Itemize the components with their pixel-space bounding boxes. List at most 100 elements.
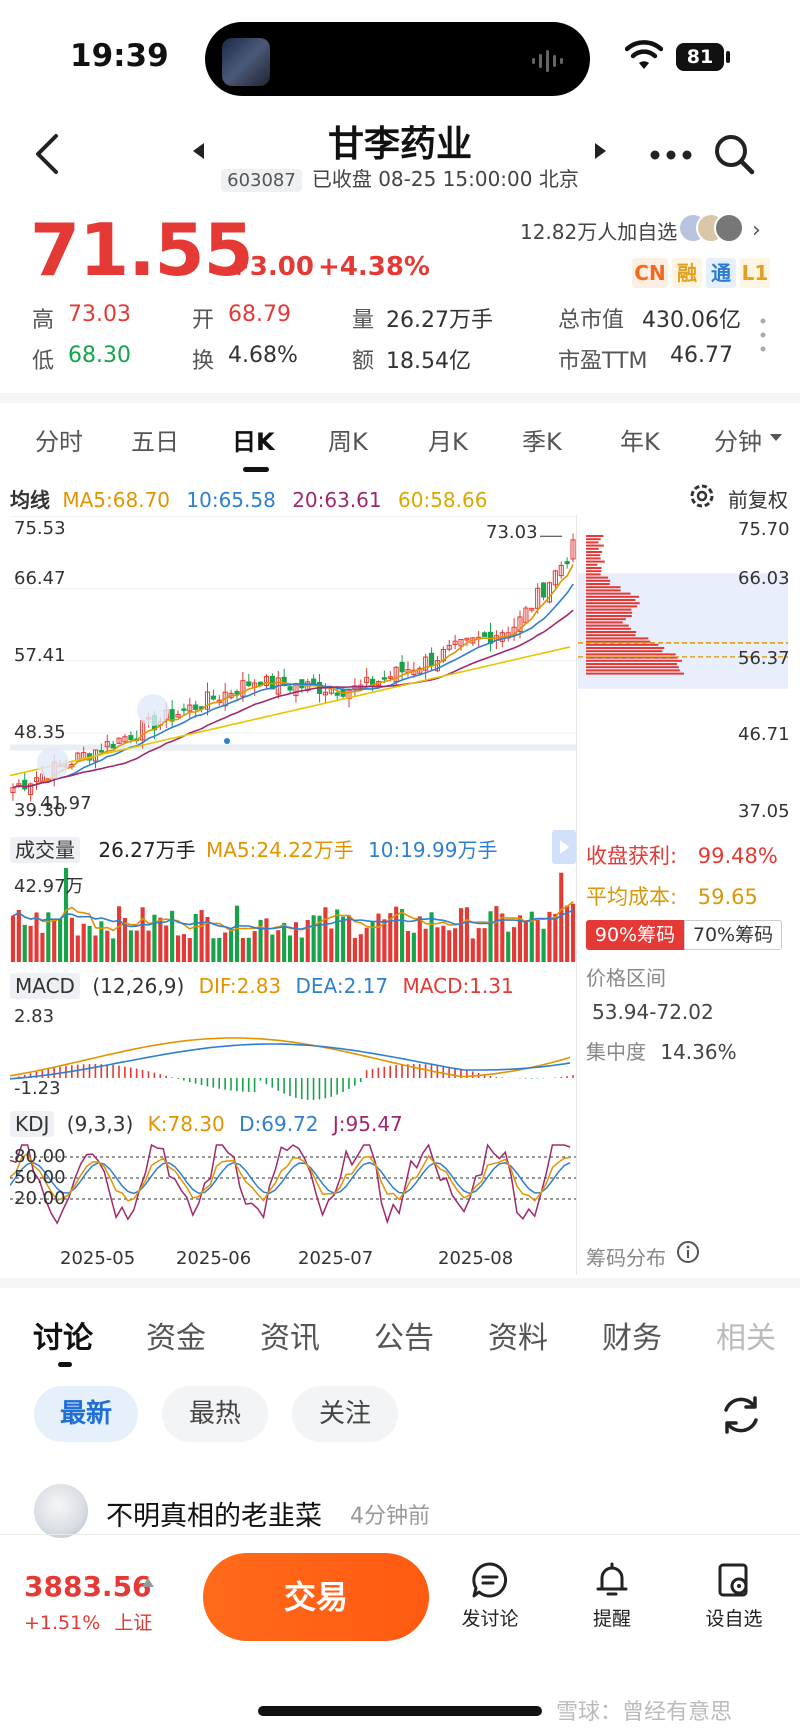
- info-icon[interactable]: [676, 1240, 700, 1264]
- expand-panel-button[interactable]: [552, 830, 576, 864]
- chart-background: [10, 515, 576, 823]
- gear-icon[interactable]: [688, 482, 716, 510]
- tab-financials[interactable]: 财务: [602, 1321, 662, 1356]
- tab-monthly-k[interactable]: 月K: [428, 428, 468, 456]
- chip-bar: [586, 567, 602, 569]
- volume-bar: [128, 930, 133, 962]
- tab-announcements[interactable]: 公告: [374, 1321, 434, 1356]
- chip-bar: [586, 656, 678, 659]
- tab-quarterly-k[interactable]: 季K: [522, 428, 562, 456]
- chip-bar: [586, 624, 629, 627]
- chevron-right-icon[interactable]: ›: [752, 218, 761, 243]
- macd-bar: [348, 1078, 350, 1089]
- high-label: 高: [32, 308, 55, 333]
- badge-connect[interactable]: 通: [706, 258, 736, 288]
- badge-l1[interactable]: L1: [740, 258, 770, 288]
- chip-distribution-chart[interactable]: [578, 515, 788, 823]
- macd-bar: [41, 1070, 44, 1078]
- tab-yearly-k[interactable]: 年K: [620, 428, 660, 456]
- index-change-value: +1.51%: [24, 1612, 101, 1634]
- index-change[interactable]: +1.51% 上证: [24, 1608, 152, 1635]
- back-arrow-icon[interactable]: [32, 132, 62, 176]
- tab-related[interactable]: 相关: [716, 1321, 776, 1356]
- filter-hottest[interactable]: 最热: [162, 1386, 268, 1442]
- volume-bar: [87, 925, 92, 962]
- volume-bar: [458, 908, 464, 962]
- tab-weekly-k[interactable]: 周K: [328, 428, 368, 456]
- macd-bar: [242, 1078, 244, 1092]
- tab-five-day[interactable]: 五日: [131, 428, 179, 456]
- volume-chart[interactable]: [10, 862, 576, 962]
- avatar: [714, 213, 744, 243]
- volume-bar: [229, 928, 234, 962]
- candle: [452, 640, 458, 645]
- refresh-icon[interactable]: [718, 1392, 764, 1438]
- open-value: 68.79: [228, 302, 291, 327]
- ma60-line: [10, 646, 571, 777]
- volume-bar: [252, 931, 257, 962]
- chip-bar: [586, 560, 605, 563]
- alert-button[interactable]: 提醒: [562, 1560, 662, 1631]
- candle: [529, 607, 535, 611]
- chip-bar: [586, 618, 626, 621]
- chip-profit-label: 收盘获利:: [586, 844, 678, 868]
- candle: [322, 691, 328, 696]
- volume-bar: [317, 915, 322, 962]
- volume-bar: [553, 913, 558, 962]
- volume-bar: [193, 913, 198, 962]
- kdj-axis-tick: 50.00: [14, 1167, 66, 1188]
- prev-stock-arrow-icon[interactable]: [193, 143, 204, 159]
- tab-minute[interactable]: 分钟: [714, 428, 762, 456]
- next-stock-arrow-icon[interactable]: [595, 143, 606, 159]
- kdj-d: D:69.72: [239, 1112, 319, 1136]
- candlestick-chart[interactable]: [10, 515, 576, 823]
- volume-bar: [276, 930, 281, 962]
- kdj-chart[interactable]: [10, 1143, 576, 1243]
- badge-cn[interactable]: CN: [632, 258, 668, 288]
- add-watchlist-button[interactable]: 设自选: [684, 1560, 784, 1631]
- watchers-count[interactable]: 12.82万人加自选: [520, 220, 678, 244]
- candle: [116, 737, 122, 744]
- trade-button[interactable]: 交易: [203, 1553, 429, 1641]
- chip-70-button[interactable]: 70%筹码: [684, 920, 782, 950]
- tab-daily-k[interactable]: 日K: [232, 428, 275, 456]
- tab-news[interactable]: 资讯: [260, 1321, 320, 1356]
- adjust-mode[interactable]: 前复权: [728, 488, 788, 512]
- tab-intraday[interactable]: 分时: [35, 428, 83, 456]
- more-icon[interactable]: [650, 150, 692, 160]
- avatar[interactable]: [34, 1484, 88, 1538]
- kdj-j-line: [10, 1143, 571, 1225]
- candle: [334, 692, 340, 696]
- post-discussion-button[interactable]: 发讨论: [440, 1560, 540, 1631]
- volume-bar: [34, 912, 39, 962]
- expand-stats-icon[interactable]: [760, 318, 766, 352]
- candle: [364, 676, 370, 684]
- volume-bar: [341, 916, 346, 962]
- macd-chart[interactable]: [10, 1003, 576, 1103]
- filter-following[interactable]: 关注: [292, 1386, 398, 1442]
- volume-bar: [287, 935, 293, 962]
- macd-bar: [253, 1078, 256, 1092]
- price-change: +3.00: [228, 252, 314, 282]
- index-value[interactable]: 3883.56: [24, 1570, 152, 1603]
- chip-90-button[interactable]: 90%筹码: [586, 920, 684, 950]
- ma-label: 均线: [10, 488, 50, 512]
- volume-bar: [246, 937, 251, 962]
- badge-margin[interactable]: 融: [672, 258, 702, 288]
- caret-down-icon[interactable]: [770, 434, 782, 441]
- stock-subtitle: 603087 已收盘 08-25 15:00:00 北京: [0, 163, 800, 192]
- tab-profile[interactable]: 资料: [488, 1321, 548, 1356]
- kdj-params: (9,3,3): [66, 1112, 134, 1136]
- tab-capital[interactable]: 资金: [146, 1321, 206, 1356]
- candle: [263, 676, 270, 686]
- tab-discussion[interactable]: 讨论: [33, 1321, 93, 1356]
- watcher-avatars[interactable]: [678, 213, 744, 243]
- macd-bar: [29, 1073, 32, 1078]
- chip-bar: [586, 538, 601, 541]
- chip-range-value: 53.94-72.02: [592, 1000, 714, 1024]
- search-icon[interactable]: [712, 132, 756, 176]
- chip-distribution-label: 筹码分布: [586, 1246, 666, 1270]
- filter-latest[interactable]: 最新: [34, 1386, 138, 1442]
- post-author[interactable]: 不明真相的老韭菜: [106, 1501, 322, 1532]
- candle: [246, 681, 252, 686]
